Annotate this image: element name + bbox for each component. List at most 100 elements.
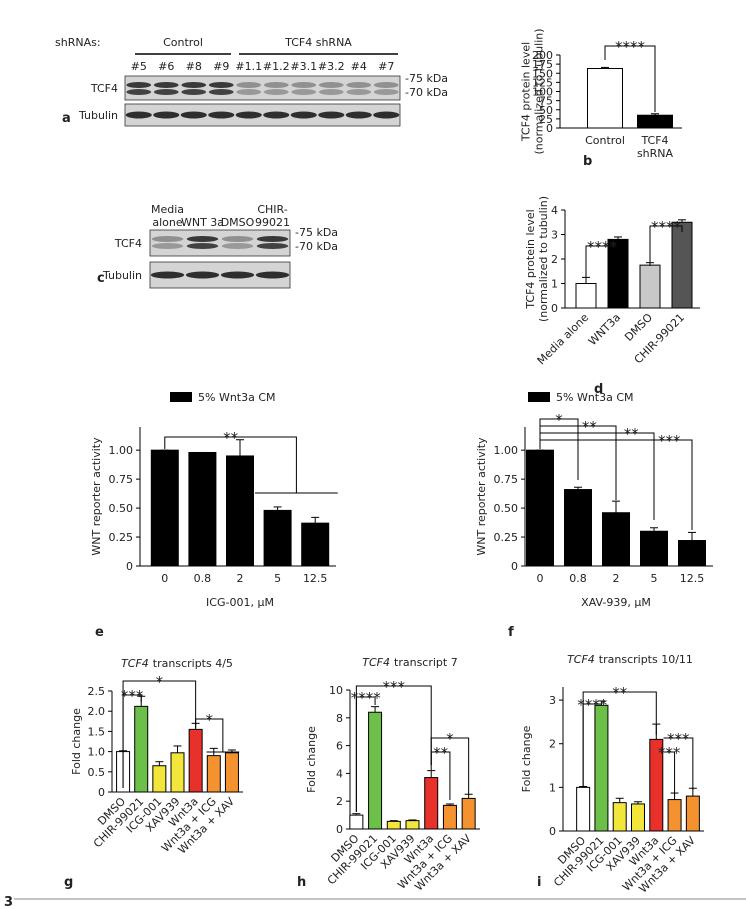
- bar: [461, 797, 476, 830]
- bar: [667, 799, 682, 832]
- y-tick-label: 175: [532, 58, 553, 71]
- bar: [602, 512, 630, 567]
- bar: [576, 786, 591, 832]
- title-gene: TCF4: [362, 656, 390, 669]
- panel-letter: i: [537, 875, 541, 890]
- sig-bracket: [430, 737, 470, 795]
- error-bar: [651, 113, 659, 116]
- lane-label: #1.2: [263, 60, 290, 73]
- blot-band: [235, 111, 262, 119]
- y-tick-label: 0.5: [88, 766, 106, 779]
- blot-band: [255, 271, 290, 279]
- blot-band: [186, 243, 219, 249]
- y-tick-label: 0: [549, 825, 556, 838]
- sig-label: **: [223, 429, 239, 447]
- x-tick-label: 12.5: [303, 572, 328, 585]
- bar: [206, 755, 221, 793]
- bar: [386, 820, 401, 830]
- error-bar: [389, 820, 398, 822]
- bar: [152, 765, 167, 793]
- sig-bracket: [355, 685, 432, 812]
- x-tick-label: WNT3a: [586, 311, 623, 348]
- bar: [442, 804, 457, 830]
- panel-letter: a: [62, 111, 71, 126]
- bar: [685, 795, 700, 832]
- bar: [368, 711, 383, 830]
- error-bar: [155, 761, 164, 766]
- error-bar: [678, 219, 686, 223]
- y-tick-label: 8: [336, 712, 343, 725]
- blot-band: [126, 82, 152, 88]
- blot-band: [185, 271, 220, 279]
- title-gene: TCF4: [567, 653, 595, 666]
- lane-label-box: DMSO: [214, 197, 262, 229]
- y-tick-label: 2.0: [88, 705, 106, 718]
- x-tick-label: 2: [237, 572, 244, 585]
- lane-label: #7: [378, 60, 394, 73]
- y-axis-label-text: TCF4 protein level (normalized to tubuli…: [524, 195, 550, 323]
- x-tick-label: 12.5: [680, 572, 705, 585]
- blot-band: [208, 82, 234, 88]
- y-tick-label: 75: [539, 95, 553, 108]
- sig-label: ***: [658, 744, 681, 762]
- sig-label: **: [612, 684, 628, 702]
- blot-band: [373, 89, 399, 95]
- panel-letter: e: [95, 625, 104, 640]
- blot-band: [263, 111, 290, 119]
- blot-band: [263, 89, 289, 95]
- y-tick-label: 125: [532, 76, 553, 89]
- sig-label: ***: [658, 432, 681, 450]
- blot-band: [345, 111, 372, 119]
- blot-band: [208, 89, 234, 95]
- sig-label: ****: [351, 689, 382, 707]
- sig-bracket: [195, 718, 224, 752]
- sig-label: *: [446, 730, 454, 748]
- sig-label: **: [582, 418, 598, 436]
- error-bar: [427, 770, 436, 778]
- sig-label: ****: [587, 238, 618, 256]
- y-tick-label: 1.00: [109, 444, 134, 457]
- bar: [678, 540, 706, 567]
- sig-label: ***: [667, 730, 690, 748]
- legend-swatch: [528, 392, 550, 402]
- bar: [639, 264, 661, 309]
- bar: [150, 449, 179, 567]
- sig-label: *: [156, 673, 164, 691]
- x-tick-label: Control: [575, 134, 635, 164]
- bar: [170, 752, 185, 793]
- x-tick-label-box: Control: [575, 134, 635, 164]
- lane-label: DMSO: [214, 197, 262, 229]
- lane-label: #6: [158, 60, 174, 73]
- lane-label-box: WNT 3a: [181, 216, 224, 229]
- lane-label-text: DMSO: [220, 216, 255, 229]
- blot-band: [236, 89, 262, 95]
- bar: [301, 522, 330, 567]
- bar: [564, 489, 592, 567]
- sig-label: **: [433, 744, 449, 762]
- y-tick-label: 10: [329, 684, 343, 697]
- panel-letter: f: [508, 625, 514, 640]
- sig-bracket: [663, 751, 676, 795]
- y-tick-label: 2: [551, 253, 558, 266]
- y-tick-label: 0: [546, 122, 553, 135]
- y-tick-label: 3: [551, 229, 558, 242]
- blot-band: [236, 82, 262, 88]
- y-tick-label: 4: [336, 767, 343, 780]
- sig-label: ***: [121, 687, 144, 705]
- sig-label: **: [624, 425, 640, 443]
- bar: [134, 705, 149, 793]
- blot-band: [291, 82, 317, 88]
- legend-label: 5% Wnt3a CM: [556, 391, 634, 404]
- x-tick-label-box: TCF4 shRNA: [637, 134, 673, 160]
- bar: [594, 704, 609, 832]
- y-tick-label: 0.75: [109, 473, 134, 486]
- error-bar: [582, 276, 590, 284]
- title-text: transcripts 4/5: [153, 657, 233, 670]
- error-bar: [579, 785, 588, 788]
- blot-band: [151, 236, 184, 242]
- y-tick-label: 3: [549, 694, 556, 707]
- error-bar: [173, 745, 182, 753]
- y-tick-label: 6: [336, 740, 343, 753]
- y-tick-label: 1: [551, 278, 558, 291]
- x-tick-label-text: Control: [585, 134, 625, 147]
